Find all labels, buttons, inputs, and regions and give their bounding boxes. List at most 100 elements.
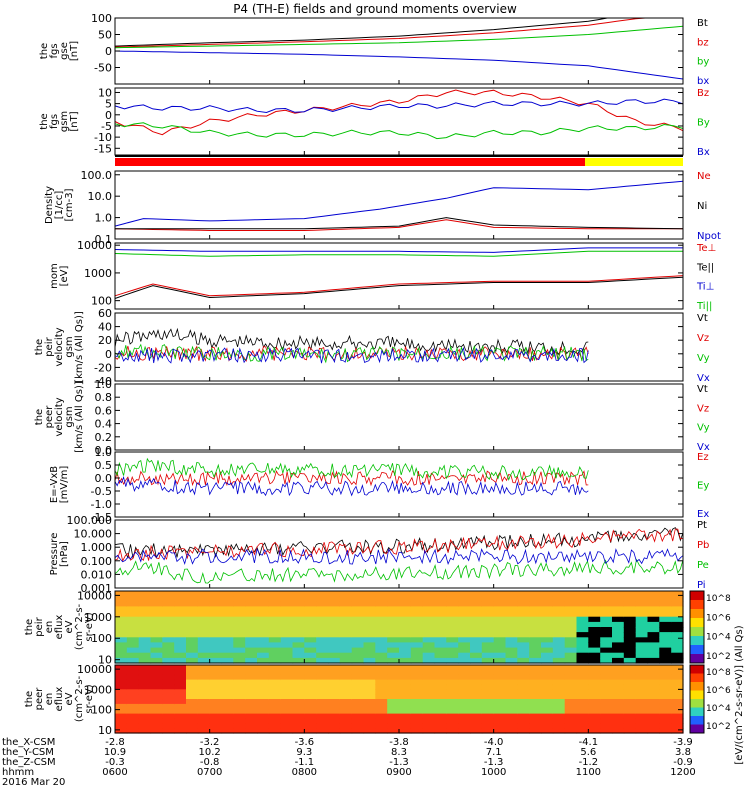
series-line-Ti⊥ [114, 247, 683, 253]
series-line-Pt [114, 527, 684, 559]
y-tick-label: 10000 [77, 663, 112, 676]
legend: Te⊥ Te|| Ti⊥ Ti|| [696, 243, 716, 312]
legend-entry: Ne [697, 171, 711, 182]
y-axis-label: the fgs gse [nT] [39, 41, 80, 61]
y-tick-label: 1000 [84, 267, 112, 280]
y-tick-label: 0 [105, 348, 112, 361]
colorbar-tick-label: 10^8 [706, 594, 731, 604]
svg-text:gsm: gsm [64, 406, 75, 427]
x-row-label: the_Y-CSM [2, 747, 54, 758]
series-line-Vx [114, 346, 589, 364]
legend-entry: Ti⊥ [696, 282, 714, 293]
svg-text:gsm: gsm [59, 111, 70, 132]
x-row-value: 10.9 [104, 747, 126, 758]
series-line-Ni [115, 217, 684, 230]
svg-text:gsm: gsm [64, 336, 75, 357]
svg-text:the: the [39, 43, 50, 59]
status-bar-yellow-segment [585, 158, 683, 166]
x-row-value: -0.3 [105, 757, 125, 768]
svg-text:the: the [39, 113, 50, 129]
svg-text:velocity: velocity [54, 327, 65, 366]
legend-entry: Bz [697, 88, 709, 99]
legend: Vt Vz Vy Vx [697, 384, 710, 453]
panel-3: 0.1 1.0 10.0 100.0 Density [1/cc] [cm-3] Ne Ni Np… [44, 169, 721, 246]
panel-frame [114, 519, 684, 589]
y-tick-label: -10 [94, 131, 112, 144]
x-row-value: -3.9 [673, 737, 693, 748]
svg-text:sr-eV): sr-eV) [84, 684, 95, 713]
colorbar-tick-label: 10^6 [706, 613, 731, 623]
x-row-value: 9.3 [296, 747, 312, 758]
legend-entry: Ey [697, 481, 709, 492]
colorbar-tick-label: 10^8 [706, 668, 731, 678]
series-line-by [114, 25, 684, 49]
series-line-Vy [114, 343, 589, 364]
x-row-value: -0.8 [200, 757, 220, 768]
legend-entry: Vt [697, 384, 708, 395]
y-tick-label: 100 [91, 295, 112, 308]
panel-frame [114, 242, 684, 310]
legend-entry: Te⊥ [696, 243, 716, 254]
legend-entry: Vx [697, 442, 710, 453]
y-tick-label: 0 [105, 45, 112, 58]
svg-text:[km/s (All Qs)]: [km/s (All Qs)] [74, 381, 85, 453]
legend-entry: Ti|| [696, 301, 712, 312]
svg-text:fgs: fgs [49, 43, 60, 58]
legend-entry: Vz [697, 403, 709, 414]
x-row-value: -1.1 [295, 757, 315, 768]
x-row-value: -2.8 [105, 737, 125, 748]
y-tick-label: 100.0 [81, 169, 113, 182]
svg-text:E=-VxB: E=-VxB [49, 466, 60, 503]
svg-text:[nT]: [nT] [69, 111, 80, 131]
series-line-Bx [114, 98, 684, 114]
svg-text:[cm-3]: [cm-3] [64, 188, 75, 221]
legend-entry: Pe [697, 560, 709, 571]
x-row-label: hhmm [2, 767, 34, 778]
series-line-Ne [114, 219, 683, 231]
y-axis-label: mom [eV] [49, 263, 70, 289]
legend-entry: Pb [697, 540, 709, 551]
legend-entry: Vz [697, 333, 709, 344]
y-tick-label: 0.0 [95, 472, 113, 485]
y-tick-label: 0.8 [95, 391, 113, 404]
y-axis-label: E=-VxB [mV/m] [49, 466, 70, 504]
y-axis-label: the peir en eflux eV (cm^2-s-sr-eV) [24, 603, 95, 650]
y-tick-label: 0.010 [81, 568, 113, 581]
y-tick-label: 5 [105, 98, 112, 111]
y-tick-label: 100.000 [67, 514, 113, 527]
series-line-Bz [114, 89, 684, 136]
x-row-value: 0600 [102, 767, 127, 778]
y-tick-label: 1.0 [95, 446, 113, 459]
svg-text:fgs: fgs [49, 114, 60, 129]
y-tick-label: -1.0 [91, 498, 112, 511]
status-bar-red-segment [115, 158, 585, 166]
svg-text:[nT]: [nT] [69, 41, 80, 61]
legend-entry: Npot [697, 231, 721, 242]
svg-text:eflux: eflux [54, 687, 65, 712]
y-tick-label: 1000 [84, 611, 112, 624]
y-axis-label: the peer en eflux eV (cm^2-s-sr-eV) [24, 675, 95, 722]
svg-text:peir: peir [34, 616, 45, 636]
x-row-value: 0800 [292, 767, 317, 778]
y-tick-label: -50 [94, 62, 112, 75]
series-line-Vt [114, 327, 589, 356]
y-tick-label: 10 [98, 654, 112, 667]
y-tick-label: 10.0 [88, 190, 113, 203]
colorbar-tick-label: 10^2 [706, 722, 731, 732]
spectrogram [115, 591, 684, 664]
svg-text:[1/cc]: [1/cc] [54, 191, 65, 220]
series-line-Vz [114, 345, 589, 362]
svg-text:sr-eV): sr-eV) [84, 612, 95, 641]
y-tick-label: 100 [91, 704, 112, 717]
x-row-value: 0900 [386, 767, 411, 778]
y-tick-label: -1.5 [91, 511, 112, 524]
x-row-label: the_Z-CSM [2, 757, 56, 768]
spectrogram [115, 665, 684, 734]
legend: Ez Ey Ex [697, 452, 709, 520]
y-tick-label: 10000 [77, 239, 112, 252]
svg-text:gse: gse [59, 42, 70, 60]
